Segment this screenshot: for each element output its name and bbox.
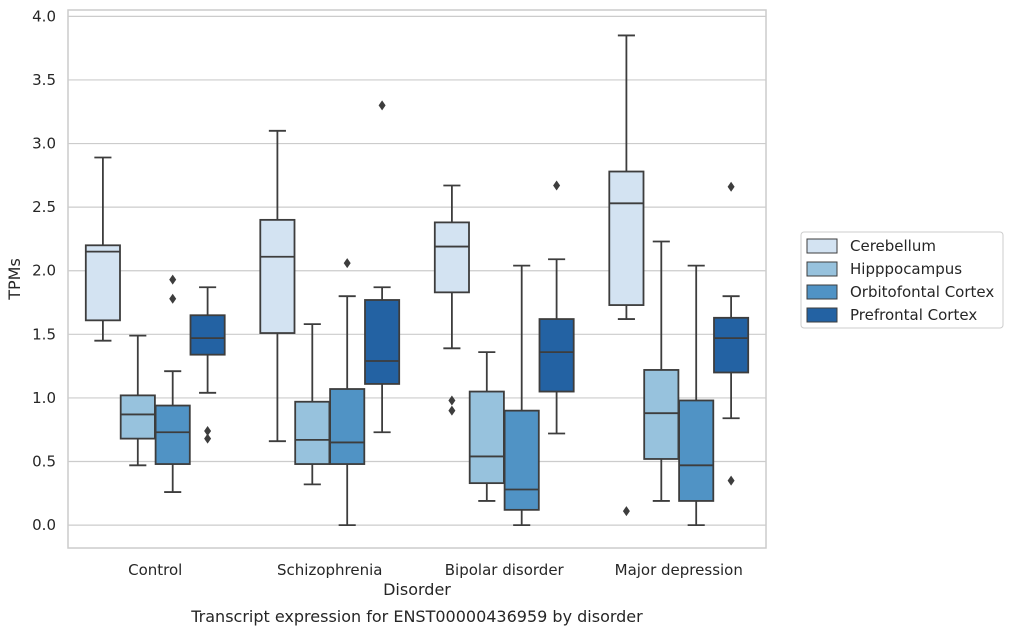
x-tick-labels: Control Schizophrenia Bipolar disorder Majo…: [128, 561, 743, 579]
iqr-box: [364, 299, 401, 385]
iqr-box: [189, 314, 226, 356]
box-hipppocampus-0: [119, 334, 156, 467]
box-cerebellum-3: [608, 34, 645, 517]
box-prefrontal-cortex-0: [189, 286, 226, 444]
x-tick-label: Major depression: [615, 561, 743, 579]
outlier-point: [727, 475, 735, 486]
legend-swatch: [806, 307, 838, 323]
box-cerebellum-1: [259, 129, 296, 443]
legend-label: Hipppocampus: [850, 260, 962, 278]
outlier-point: [448, 395, 456, 406]
legend-swatch: [806, 261, 838, 277]
box-orbitofontal-cortex-2: [503, 264, 540, 527]
iqr-box: [678, 399, 715, 502]
iqr-box: [503, 409, 540, 511]
outlier-point: [169, 274, 177, 285]
x-tick-label: Bipolar disorder: [445, 561, 565, 579]
iqr-box: [84, 244, 121, 322]
box-prefrontal-cortex-1: [364, 100, 401, 434]
x-tick-label: Control: [128, 561, 182, 579]
y-axis-label: TPMs: [5, 258, 24, 301]
chart-caption: Transcript expression for ENST0000043695…: [190, 607, 643, 626]
box-hipppocampus-3: [643, 240, 680, 502]
y-tick-label: 2.5: [32, 198, 56, 216]
y-tick-label: 2.0: [32, 262, 56, 280]
y-tick-label: 3.5: [32, 71, 56, 89]
outlier-point: [343, 258, 351, 269]
legend-label: Orbitofontal Cortex: [850, 283, 994, 301]
outlier-point: [204, 433, 212, 444]
box-orbitofontal-cortex-1: [329, 258, 366, 527]
iqr-box: [643, 369, 680, 460]
y-tick-label: 3.0: [32, 135, 56, 153]
box-orbitofontal-cortex-0: [154, 274, 191, 493]
iqr-box: [468, 390, 505, 485]
plot-area-frame: [67, 9, 767, 549]
iqr-box: [538, 318, 575, 393]
outlier-point: [622, 506, 630, 517]
iqr-box: [433, 221, 470, 294]
legend-swatch: [806, 284, 838, 300]
y-tick-labels: 0.0 0.5 1.0 1.5 2.0 2.5 3.0 3.5 4.0: [32, 7, 56, 534]
legend-swatch: [806, 238, 838, 254]
iqr-box: [259, 218, 296, 334]
iqr-box: [294, 400, 331, 465]
box-hipppocampus-2: [468, 351, 505, 502]
x-axis-label: Disorder: [383, 580, 451, 599]
outlier-point: [378, 100, 386, 111]
legend: Cerebellum Hipppocampus Orbitofontal Corte…: [800, 231, 1004, 329]
legend-frame: [800, 231, 1004, 329]
iqr-box: [713, 316, 750, 374]
legend-label: Cerebellum: [850, 237, 936, 255]
box-cerebellum-0: [84, 156, 121, 342]
box-cerebellum-2: [433, 184, 470, 416]
box-prefrontal-cortex-2: [538, 180, 575, 435]
outlier-point: [204, 425, 212, 436]
box-hipppocampus-1: [294, 323, 331, 486]
iqr-box: [119, 394, 156, 440]
x-tick-label: Schizophrenia: [277, 561, 382, 579]
y-tick-label: 1.0: [32, 389, 56, 407]
outlier-point: [727, 181, 735, 192]
outlier-point: [169, 293, 177, 304]
y-tick-label: 4.0: [32, 7, 56, 25]
y-tick-label: 0.5: [32, 453, 56, 471]
box-orbitofontal-cortex-3: [678, 264, 715, 527]
iqr-box: [608, 170, 645, 306]
y-tick-label: 1.5: [32, 325, 56, 343]
box-prefrontal-cortex-3: [713, 181, 750, 486]
y-tick-label: 0.0: [32, 516, 56, 534]
outlier-point: [553, 180, 561, 191]
legend-label: Prefrontal Cortex: [850, 306, 977, 324]
iqr-box: [329, 388, 366, 465]
iqr-box: [154, 404, 191, 465]
boxes: [84, 34, 750, 527]
outlier-point: [448, 405, 456, 416]
